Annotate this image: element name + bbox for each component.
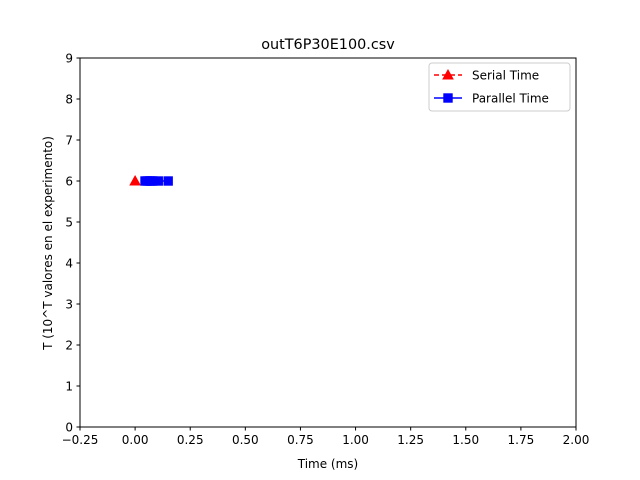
data-point	[163, 176, 173, 186]
x-axis-ticks: −0.25 0.00 0.25 0.50 0.75 1.00 1.25 1.50 1.75 2.0…	[62, 427, 590, 447]
legend-label: Serial Time	[472, 68, 539, 82]
y-tick-label: 4	[65, 256, 73, 270]
x-tick-label: 2.00	[563, 433, 590, 447]
x-tick-label: 0.25	[177, 433, 204, 447]
x-tick-label: 0.50	[232, 433, 259, 447]
plot-area	[80, 58, 576, 427]
series-parallel-time	[140, 176, 173, 186]
x-tick-label: −0.25	[62, 433, 99, 447]
legend-entries: Serial Time Parallel Time	[434, 68, 549, 105]
x-tick-label: 0.75	[287, 433, 314, 447]
data-point	[129, 174, 141, 186]
legend-entry: Serial Time	[434, 68, 539, 82]
y-tick-label: 1	[65, 379, 73, 393]
x-tick-label: 0.00	[122, 433, 149, 447]
legend: Serial Time Parallel Time	[428, 62, 571, 112]
y-tick-label: 9	[65, 51, 73, 65]
y-tick-label: 7	[65, 133, 73, 147]
chart-title: outT6P30E100.csv	[261, 37, 395, 53]
y-tick-label: 8	[65, 92, 73, 106]
x-tick-label: 1.50	[452, 433, 479, 447]
y-tick-label: 0	[65, 420, 73, 434]
legend-marker	[442, 68, 454, 80]
x-tick-label: 1.75	[508, 433, 535, 447]
legend-entry: Parallel Time	[434, 91, 549, 105]
data-marks	[129, 174, 173, 186]
legend-label: Parallel Time	[472, 91, 549, 105]
x-tick-label: 1.00	[342, 433, 369, 447]
data-point	[153, 176, 163, 186]
y-axis-label: T (10^T valores en el experimento)	[41, 136, 55, 351]
y-axis-ticks: 0 1 2 3 4 5 6 7 8 9	[65, 51, 80, 434]
plot-frame	[79, 57, 577, 428]
x-tick-label: 1.25	[397, 433, 424, 447]
y-tick-label: 6	[65, 174, 73, 188]
y-tick-label: 2	[65, 338, 73, 352]
legend-frame	[428, 62, 571, 112]
legend-marker	[443, 93, 453, 103]
x-axis-label: Time (ms)	[297, 457, 359, 471]
y-tick-label: 3	[65, 297, 73, 311]
series-serial-time	[129, 174, 141, 186]
y-tick-label: 5	[65, 215, 73, 229]
